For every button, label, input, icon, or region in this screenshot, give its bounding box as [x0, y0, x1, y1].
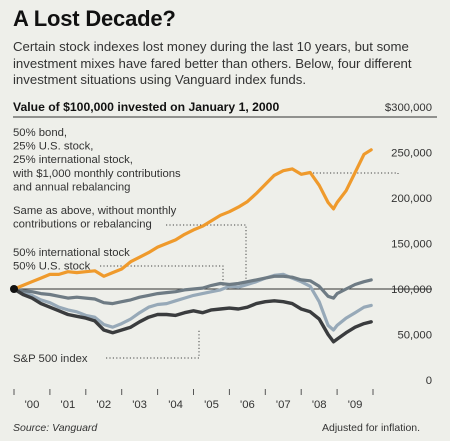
chart-subtitle: Value of $100,000 invested on January 1,… — [13, 100, 280, 114]
annotation-sp500: S&P 500 index — [13, 353, 88, 365]
x-tick-label: '05 — [204, 399, 219, 411]
series-annotations: 50% bond, 25% U.S. stock, 25% internationa… — [12, 127, 181, 365]
y-tick-label: 250,000 — [391, 148, 432, 160]
y-axis: 0 50,000 100,000 150,000 200,000 250,000 $300,… — [385, 102, 432, 387]
x-axis: '00 '01 '02 '03 '04 '05 '06 '07 '08 '09 — [13, 389, 374, 411]
chart-intro-text: Certain stock indexes lost money during … — [13, 39, 412, 87]
y-tick-label: 50,000 — [397, 330, 432, 342]
annotation-contributions: 50% bond, 25% U.S. stock, 25% internationa… — [12, 127, 181, 193]
y-tick-label: 150,000 — [391, 239, 432, 251]
x-tick-label: '04 — [168, 399, 183, 411]
annotation-intl-us: 50% international stock 50% U.S. stock — [13, 247, 130, 273]
series-line-sp500 — [12, 287, 373, 344]
leader-intl-us — [100, 265, 224, 286]
series-lines — [12, 148, 373, 344]
leader-no-contributions — [166, 224, 247, 286]
y-tick-label: 200,000 — [391, 193, 432, 205]
leader-contributions — [313, 172, 399, 174]
x-tick-label: '02 — [96, 399, 111, 411]
annotation-no-contributions: Same as above, without monthly contributi… — [13, 205, 177, 231]
source-note: Source: Vanguard — [13, 422, 98, 434]
x-tick-label: '00 — [25, 399, 40, 411]
series-line-intl-us — [12, 272, 373, 332]
leader-sp500 — [106, 330, 200, 359]
y-tick-label: 100,000 — [391, 284, 432, 296]
y-tick-label: 0 — [426, 375, 432, 387]
adjustment-note: Adjusted for inflation. — [322, 422, 421, 434]
start-point-marker — [10, 285, 18, 293]
chart-title: A Lost Decade? — [13, 6, 176, 31]
x-tick-label: '07 — [276, 399, 291, 411]
x-tick-label: '01 — [61, 399, 76, 411]
series-line-no-contributions — [12, 274, 373, 306]
x-tick-label: '09 — [348, 399, 363, 411]
series-line-contributions — [12, 148, 373, 291]
x-tick-label: '06 — [240, 399, 255, 411]
x-tick-label: '03 — [132, 399, 147, 411]
annotation-leaders — [100, 172, 399, 359]
y-tick-label: $300,000 — [385, 102, 432, 114]
x-tick-label: '08 — [312, 399, 327, 411]
